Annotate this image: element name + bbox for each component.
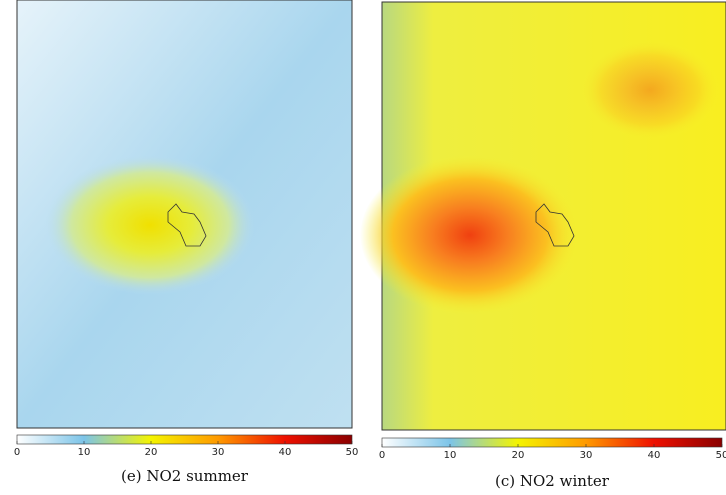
tick-label: 50 — [716, 450, 726, 461]
tick-label: 40 — [279, 447, 292, 458]
tick-label: 30 — [212, 447, 225, 458]
city-outline — [535, 203, 575, 247]
colorbar-panel: 0 10 20 30 40 50 (e) NO2 summer — [14, 434, 359, 485]
map-shading — [45, 155, 255, 295]
city-outline — [167, 203, 207, 247]
caption: (c) NO2 winter — [495, 472, 610, 490]
tick-label: 10 — [444, 450, 457, 461]
tick-label: 20 — [512, 450, 525, 461]
colorbar — [381, 437, 723, 448]
map-shading — [360, 155, 580, 315]
tick-label: 40 — [648, 450, 661, 461]
tick-label: 10 — [78, 447, 91, 458]
map-summer — [16, 0, 353, 429]
map-winter — [360, 1, 726, 431]
tick-label: 0 — [379, 450, 385, 461]
colorbar-panel: 0 10 20 30 40 50 (c) NO2 winter — [379, 437, 726, 490]
tick-label: 20 — [145, 447, 158, 458]
tick-label: 50 — [346, 447, 359, 458]
tick-label: 0 — [14, 447, 20, 458]
tick-label: 30 — [580, 450, 593, 461]
map-shading — [580, 40, 720, 140]
caption: (e) NO2 summer — [121, 467, 249, 485]
colorbar — [16, 434, 353, 445]
